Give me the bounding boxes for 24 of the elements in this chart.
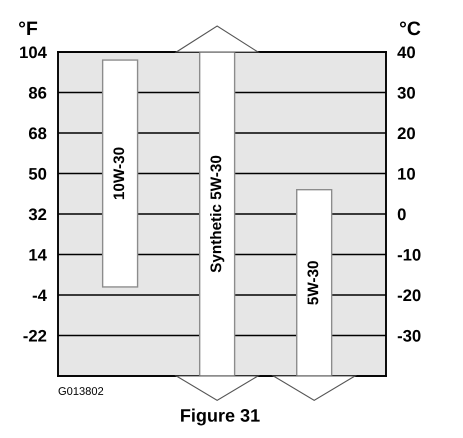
y-tick-label: 14	[29, 249, 47, 261]
y2-tick-label: 10	[398, 168, 415, 180]
y2-tick-label: 30	[397, 86, 415, 99]
x-tick-label: 10W-30	[113, 148, 124, 200]
y2-tick-label: 20	[398, 127, 415, 140]
y2-axis-title: °C	[400, 21, 420, 36]
bar	[102, 59, 138, 288]
y2-tick-label: -10	[398, 248, 421, 261]
y-tick-label: 68	[28, 127, 46, 140]
y-tick-label: 86	[28, 86, 46, 99]
y2-tick-label: 0	[398, 208, 406, 220]
y2-tick-label: 40	[397, 46, 415, 58]
text: G013802	[58, 387, 104, 395]
y-tick-label: -22	[23, 330, 46, 342]
x-tick-label: 5W-30	[307, 261, 318, 305]
y-tick-label: 104	[20, 46, 47, 58]
y2-tick-label: -20	[398, 289, 421, 302]
y2-tick-label: -30	[398, 330, 421, 342]
x-tick-label: Synthetic 5W-30	[210, 156, 224, 272]
y-tick-label: 50	[28, 168, 46, 180]
caption: Figure 31	[181, 408, 260, 426]
y-tick-label: 32	[28, 208, 46, 220]
y-axis-title: °F	[19, 22, 38, 36]
y-tick-label: -4	[32, 290, 47, 302]
